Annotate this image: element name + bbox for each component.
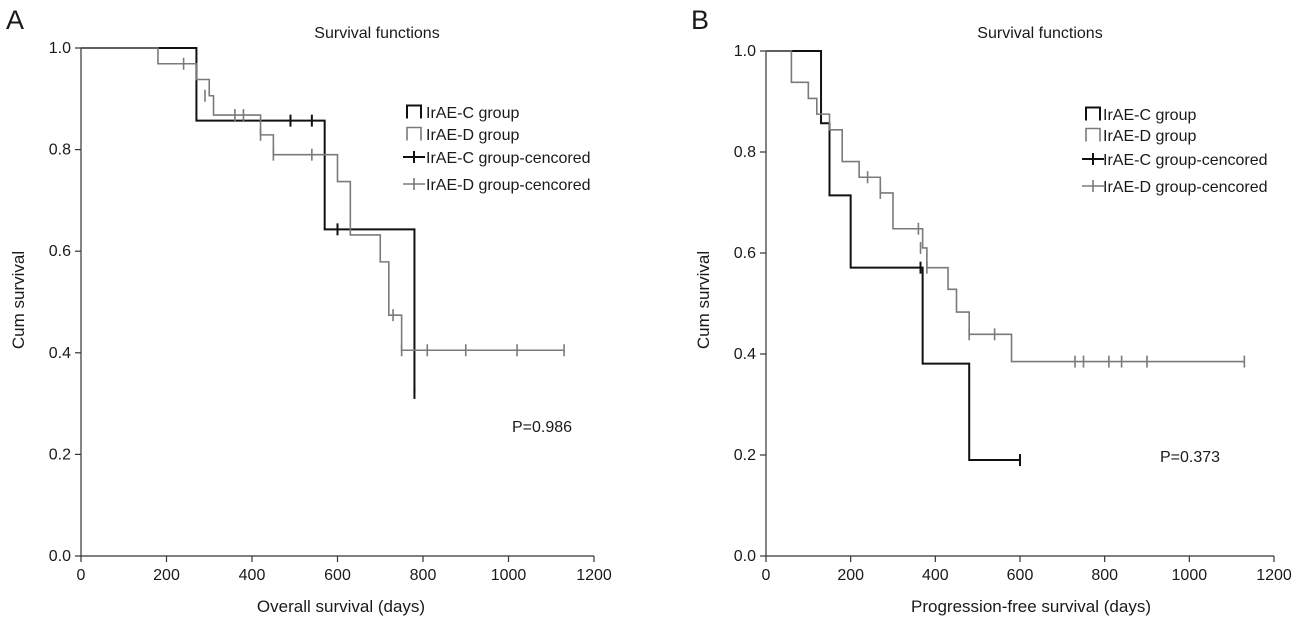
legend-step-swatch (1085, 106, 1101, 121)
x-tick-label: 0 (762, 567, 771, 584)
x-tick-label: 200 (153, 567, 180, 584)
legend-swatches (403, 104, 425, 190)
series-d-group (766, 50, 1246, 368)
legend: IrAE-C group IrAE-D group IrAE-C group-c… (426, 105, 591, 194)
legend: IrAE-C group IrAE-D group IrAE-C group-c… (1103, 107, 1268, 196)
y-axis-label: Cum survival (694, 251, 713, 349)
series-c-group (766, 50, 1021, 467)
x-tick-label: 800 (1091, 567, 1118, 584)
x-tick-label: 200 (837, 567, 864, 584)
survival-step-line (81, 47, 565, 352)
x-tick-label: 600 (1007, 567, 1034, 584)
series-c-group (81, 47, 416, 399)
axes: 0.0 0.2 0.4 0.6 0.8 1.0 0 200 400 600 800 1000 1200 (734, 43, 1292, 584)
x-tick-label: 600 (324, 567, 351, 584)
y-axis-label: Cum survival (9, 251, 28, 349)
legend-label-d-group: IrAE-D group (426, 127, 519, 144)
x-axis-label: Progression-free survival (days) (911, 597, 1151, 616)
y-tick-label: 0.4 (49, 345, 71, 362)
panel-letter-b: B (691, 5, 709, 35)
survival-step-line (81, 47, 416, 393)
legend-label-d-censored: IrAE-D group-cencored (426, 177, 591, 194)
panel-letter-a: A (6, 5, 24, 35)
y-tick-label: 0.8 (49, 142, 71, 159)
x-tick-label: 400 (239, 567, 266, 584)
legend-step-swatch (406, 104, 422, 119)
x-tick-label: 1200 (1256, 567, 1292, 584)
panel-a: A Survival functions Overall survival (d… (0, 0, 640, 623)
p-value-annotation: P=0.373 (1160, 449, 1220, 466)
legend-label-d-group: IrAE-D group (1103, 128, 1196, 145)
y-tick-label: 0.0 (49, 548, 71, 565)
chart-title: Survival functions (977, 25, 1102, 42)
x-tick-label: 1000 (1172, 567, 1208, 584)
y-tick-label: 0.6 (734, 245, 756, 262)
series-d-group (81, 47, 565, 357)
legend-swatches (1082, 106, 1104, 192)
y-tick-label: 0.2 (734, 447, 756, 464)
x-tick-label: 1000 (491, 567, 527, 584)
x-tick-label: 400 (922, 567, 949, 584)
legend-step-swatch (406, 126, 422, 141)
legend-label-c-group: IrAE-C group (426, 105, 519, 122)
y-tick-label: 0.0 (734, 548, 756, 565)
survival-step-line (766, 50, 1245, 363)
x-tick-label: 0 (77, 567, 86, 584)
chart-title: Survival functions (314, 25, 439, 42)
legend-label-d-censored: IrAE-D group-cencored (1103, 179, 1268, 196)
x-tick-label: 1200 (576, 567, 612, 584)
p-value-annotation: P=0.986 (512, 419, 572, 436)
survival-chart-a: A Survival functions Overall survival (d… (6, 5, 612, 616)
y-tick-label: 0.4 (734, 346, 756, 363)
y-tick-label: 1.0 (734, 43, 756, 60)
x-tick-label: 800 (410, 567, 437, 584)
legend-step-swatch (1085, 127, 1101, 142)
legend-label-c-group: IrAE-C group (1103, 107, 1196, 124)
y-tick-label: 0.6 (49, 243, 71, 260)
legend-label-c-censored: IrAE-C group-cencored (426, 150, 591, 167)
survival-step-line (766, 50, 1020, 462)
axes: 0.0 0.2 0.4 0.6 0.8 1.0 0 200 400 600 800 1000 1200 (49, 40, 612, 584)
y-tick-label: 0.2 (49, 446, 71, 463)
y-tick-label: 0.8 (734, 144, 756, 161)
panel-b: B Survival functions Progression-free su… (685, 0, 1309, 623)
legend-label-c-censored: IrAE-C group-cencored (1103, 152, 1268, 169)
x-axis-label: Overall survival (days) (257, 597, 425, 616)
survival-chart-b: B Survival functions Progression-free su… (691, 5, 1292, 616)
y-tick-label: 1.0 (49, 40, 71, 57)
